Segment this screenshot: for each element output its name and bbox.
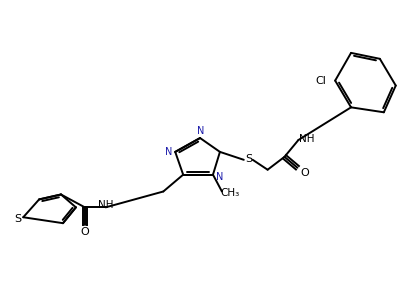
Text: N: N bbox=[165, 147, 172, 157]
Text: CH₃: CH₃ bbox=[220, 188, 240, 199]
Text: O: O bbox=[80, 227, 89, 237]
Text: Cl: Cl bbox=[316, 76, 327, 86]
Text: NH: NH bbox=[98, 200, 114, 210]
Text: O: O bbox=[300, 168, 309, 178]
Text: S: S bbox=[245, 154, 252, 164]
Text: N: N bbox=[197, 126, 205, 136]
Text: S: S bbox=[15, 214, 22, 224]
Text: N: N bbox=[216, 172, 224, 182]
Text: NH: NH bbox=[299, 134, 314, 144]
